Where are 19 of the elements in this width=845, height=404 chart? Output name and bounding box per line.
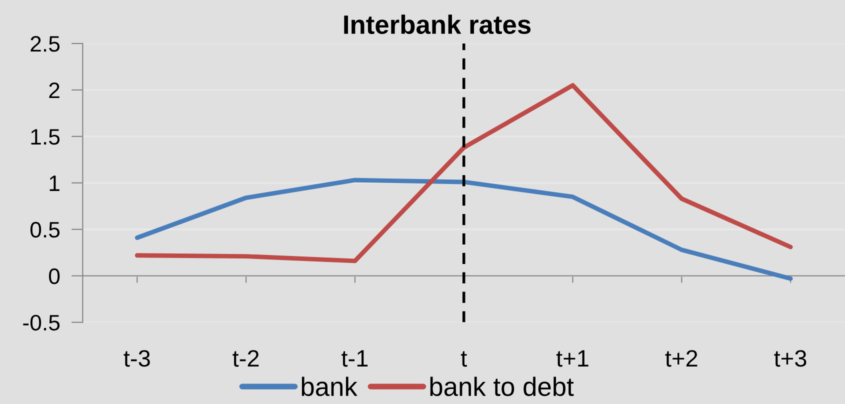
line-series: [134, 83, 793, 264]
x-tick-label: t-3: [124, 350, 150, 367]
x-tick-label: t+1: [556, 350, 588, 367]
chart-title: Interbank rates: [344, 14, 531, 34]
legend-label: bank: [302, 376, 358, 396]
y-tick-label: 0: [48, 268, 60, 284]
y-tick-label: 2: [49, 82, 60, 98]
y-tick-label: 1: [50, 176, 60, 191]
x-tick-label: t-2: [232, 350, 259, 367]
y-tick-label: 2.5: [30, 36, 60, 52]
x-tick-label: t+2: [665, 350, 698, 367]
line-series: [134, 178, 793, 281]
x-tick-label: t+3: [774, 350, 806, 367]
y-tick-label: 0.5: [30, 222, 60, 238]
y-tick-label: 1.5: [31, 129, 60, 145]
x-tick-label: t-1: [342, 350, 368, 367]
y-tick-label: -0.5: [23, 314, 60, 331]
legend-label: bank to debt: [430, 376, 574, 396]
x-tick-label: t: [460, 351, 467, 367]
